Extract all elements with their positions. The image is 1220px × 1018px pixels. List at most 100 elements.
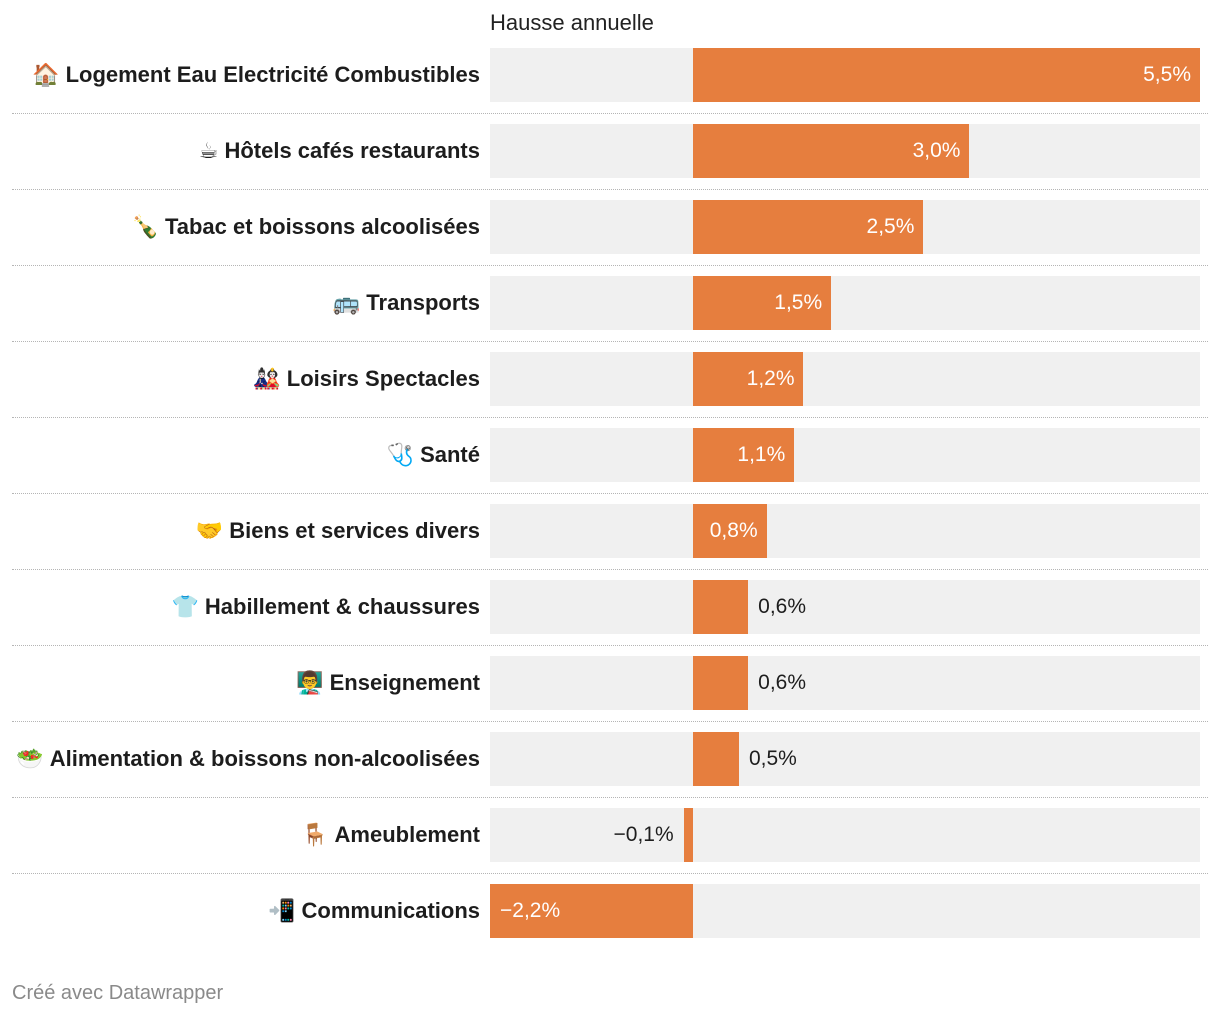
row-divider [12,569,1208,570]
chart-row: 👨‍🏫 Enseignement 0,6% [12,656,1208,710]
category-name: Communications [301,898,480,923]
category-label-text: 🩺 Santé [387,441,480,469]
category-label: 🪑 Ameublement [12,808,480,862]
mobile-phone-icon: 📲 [268,898,296,923]
chart-row: 🥗 Alimentation & boissons non-alcoolisées… [12,732,1208,786]
bar-track [490,656,1200,710]
bar[interactable] [692,48,1200,102]
teacher-icon: 👨‍🏫 [296,670,324,695]
category-label-text: 🏠 Logement Eau Electricité Combustibles [32,61,480,89]
value-label: 3,0% [912,139,961,162]
chart-row: 🚌 Transports 1,5% [12,276,1208,330]
dolls-icon: 🎎 [253,366,281,391]
category-label-text: 👨‍🏫 Enseignement [296,669,480,697]
bar-track [490,580,1200,634]
bar-track [490,732,1200,786]
category-label: 🥗 Alimentation & boissons non-alcoolisées [12,732,480,786]
bar[interactable] [692,124,970,178]
chart-row: 👕 Habillement & chaussures 0,6% [12,580,1208,634]
bar[interactable] [692,352,804,406]
chart-row: 📲 Communications −2,2% [12,884,1208,938]
row-divider [12,873,1208,874]
category-name: Santé [420,442,480,467]
bar[interactable] [692,428,795,482]
category-label-text: 📲 Communications [268,897,480,925]
category-label: 🏠 Logement Eau Electricité Combustibles [12,48,480,102]
coffee-icon: ☕ [198,138,219,163]
bar[interactable] [490,884,693,938]
value-label: 0,6% [758,671,807,694]
category-label-text: 🤝 Biens et services divers [196,517,480,545]
category-label-text: 🍾 Tabac et boissons alcoolisées [132,213,480,241]
category-label-text: 🥗 Alimentation & boissons non-alcoolisées [16,745,480,773]
category-name: Hôtels cafés restaurants [224,138,480,163]
row-divider [12,721,1208,722]
category-label: 🍾 Tabac et boissons alcoolisées [12,200,480,254]
column-title: Hausse annuelle [490,10,654,35]
category-label: ☕ Hôtels cafés restaurants [12,124,480,178]
bar[interactable] [683,808,693,862]
chart-row: 🍾 Tabac et boissons alcoolisées 2,5% [12,200,1208,254]
category-name: Alimentation & boissons non-alcoolisées [49,746,480,771]
category-label-text: 🪑 Ameublement [301,821,480,849]
category-label: 🚌 Transports [12,276,480,330]
value-label: 2,5% [866,215,915,238]
row-divider [12,797,1208,798]
salad-icon: 🥗 [16,746,44,771]
value-label: 0,8% [709,519,758,542]
bar-track [490,504,1200,558]
bar-track [490,352,1200,406]
row-divider [12,265,1208,266]
bar[interactable] [692,732,739,786]
bar-track [490,808,1200,862]
value-label: −2,2% [500,899,561,922]
row-divider [12,341,1208,342]
category-name: Enseignement [329,670,480,695]
bar-track [490,276,1200,330]
category-label-text: 👕 Habillement & chaussures [171,593,480,621]
value-label: 1,5% [774,291,823,314]
category-name: Logement Eau Electricité Combustibles [65,62,480,87]
row-divider [12,493,1208,494]
chart-row: 🎎 Loisirs Spectacles 1,2% [12,352,1208,406]
category-label: 👕 Habillement & chaussures [12,580,480,634]
category-label-text: 🎎 Loisirs Spectacles [253,365,480,393]
category-label: 🎎 Loisirs Spectacles [12,352,480,406]
value-label: −0,1% [613,823,674,846]
value-label: 0,6% [758,595,807,618]
category-label: 🩺 Santé [12,428,480,482]
category-label-text: ☕ Hôtels cafés restaurants [199,137,480,165]
footer-credit[interactable]: Créé avec Datawrapper [12,982,224,1004]
chart-row: ☕ Hôtels cafés restaurants 3,0% [12,124,1208,178]
bar[interactable] [692,656,749,710]
row-divider [12,645,1208,646]
category-name: Loisirs Spectacles [286,366,480,391]
bar-track [490,428,1200,482]
bar[interactable] [692,276,832,330]
category-name: Transports [366,290,480,315]
bottle-icon: 🍾 [131,214,159,239]
value-label: 1,1% [737,443,786,466]
handshake-icon: 🤝 [195,518,224,543]
chart-row: 🪑 Ameublement −0,1% [12,808,1208,862]
category-name: Biens et services divers [229,518,480,543]
category-label: 👨‍🏫 Enseignement [12,656,480,710]
value-label: 5,5% [1143,63,1191,86]
category-label: 📲 Communications [12,884,480,938]
chair-icon: 🪑 [301,822,329,847]
chart-row: 🤝 Biens et services divers 0,8% [12,504,1208,558]
value-label: 1,2% [746,367,795,390]
row-divider [12,417,1208,418]
category-label-text: 🚌 Transports [333,289,480,317]
bar[interactable] [692,504,767,558]
category-label: 🤝 Biens et services divers [12,504,480,558]
category-name: Habillement & chaussures [204,594,480,619]
chart-row: 🏠 Logement Eau Electricité Combustibles 5,… [12,48,1208,102]
row-divider [12,189,1208,190]
bar[interactable] [692,580,749,634]
bus-icon: 🚌 [332,290,361,315]
category-name: Ameublement [334,822,480,847]
house-icon: 🏠 [32,62,60,87]
bar[interactable] [692,200,924,254]
